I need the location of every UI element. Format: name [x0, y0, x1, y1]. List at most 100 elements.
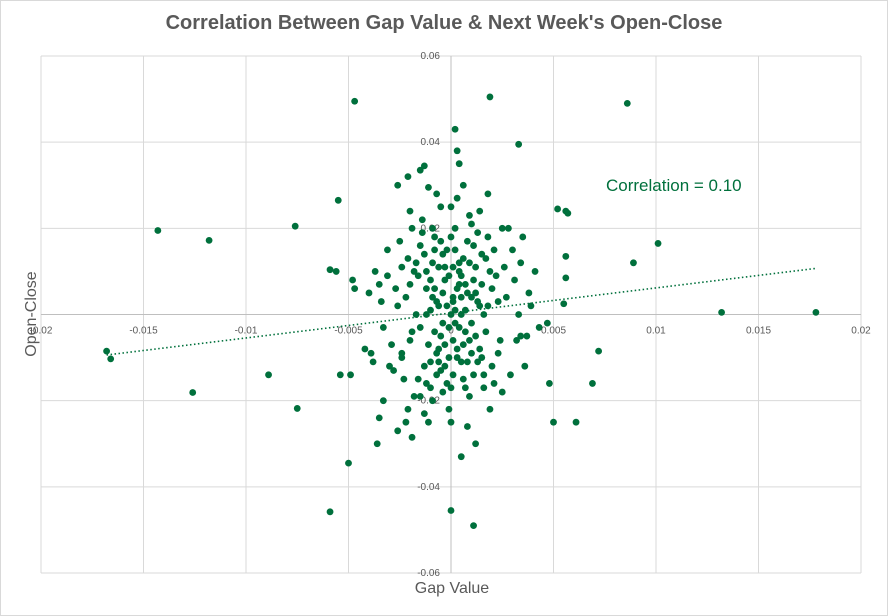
data-point — [377, 298, 385, 305]
data-point — [457, 453, 465, 461]
data-point — [478, 280, 486, 288]
data-point — [468, 349, 475, 357]
data-point — [447, 418, 455, 426]
data-point — [472, 440, 479, 448]
data-point — [361, 345, 369, 353]
data-point — [435, 302, 443, 310]
data-point — [293, 405, 301, 412]
data-point — [443, 380, 451, 387]
data-point — [554, 205, 561, 213]
data-point — [427, 276, 434, 284]
data-point — [423, 380, 430, 387]
data-point — [418, 216, 426, 224]
data-point — [398, 354, 406, 361]
data-point — [466, 212, 473, 219]
data-point — [482, 255, 490, 262]
x-tick-label: 0.02 — [851, 326, 871, 337]
x-tick-label: -0.005 — [334, 326, 363, 337]
data-point — [470, 371, 477, 379]
data-point — [595, 347, 602, 355]
data-point — [394, 181, 402, 189]
data-point — [425, 184, 432, 191]
y-tick-label: -0.04 — [417, 482, 440, 493]
data-point — [441, 276, 449, 284]
data-point — [406, 336, 414, 344]
data-point — [562, 274, 570, 282]
data-point — [562, 252, 570, 260]
data-point — [416, 166, 424, 174]
data-point — [517, 332, 525, 340]
data-point — [431, 246, 438, 254]
data-point — [431, 328, 438, 336]
data-point — [420, 362, 428, 370]
data-point — [525, 289, 533, 297]
data-point — [476, 302, 484, 310]
data-point — [484, 302, 492, 310]
data-point — [412, 311, 420, 318]
data-point — [453, 354, 461, 361]
data-point — [459, 255, 467, 262]
data-point — [531, 268, 539, 275]
data-point — [484, 190, 492, 198]
data-point — [461, 306, 469, 314]
data-point — [420, 250, 428, 258]
data-point — [414, 375, 422, 383]
trendline — [106, 267, 816, 356]
data-point — [445, 272, 453, 280]
y-tick-label: 0.04 — [421, 137, 441, 148]
data-point — [349, 276, 356, 284]
data-point — [447, 507, 455, 514]
data-point — [480, 384, 488, 392]
data-point — [404, 255, 412, 262]
data-point — [498, 388, 506, 396]
x-tick-label: 0.005 — [541, 326, 566, 337]
data-point — [373, 440, 381, 448]
data-point — [265, 371, 272, 379]
data-point — [408, 224, 416, 232]
data-point — [408, 433, 416, 441]
data-point — [560, 300, 568, 308]
data-point — [375, 414, 383, 422]
data-point — [523, 332, 531, 340]
data-point — [404, 173, 412, 181]
data-point — [453, 147, 461, 155]
data-point — [451, 246, 459, 254]
data-point — [464, 237, 471, 245]
data-point — [441, 362, 449, 370]
data-point — [441, 263, 449, 271]
data-point — [486, 405, 494, 413]
data-point — [429, 293, 436, 301]
data-point — [464, 423, 471, 430]
data-point — [420, 162, 428, 170]
data-point — [535, 324, 543, 331]
data-point — [103, 347, 110, 355]
data-point — [334, 196, 342, 204]
data-point — [466, 336, 473, 344]
data-point — [414, 272, 422, 280]
data-point — [453, 345, 461, 353]
data-point — [451, 319, 459, 327]
data-point — [433, 371, 441, 379]
data-point — [437, 237, 445, 245]
data-point — [476, 207, 484, 215]
data-point — [564, 209, 572, 217]
data-point — [505, 224, 512, 232]
data-point — [449, 263, 457, 271]
data-point — [589, 380, 596, 387]
data-point — [543, 319, 551, 327]
data-point — [435, 263, 443, 271]
data-point — [437, 203, 445, 211]
data-point — [472, 289, 479, 297]
data-point — [291, 222, 299, 230]
x-tick-label: -0.01 — [235, 326, 258, 337]
data-point — [427, 384, 434, 392]
data-point — [386, 362, 393, 370]
data-point — [468, 293, 475, 301]
data-point — [466, 259, 473, 267]
data-point — [455, 160, 463, 168]
data-point — [486, 93, 494, 101]
data-point — [480, 311, 488, 318]
data-point — [437, 367, 445, 374]
data-point — [478, 354, 486, 361]
